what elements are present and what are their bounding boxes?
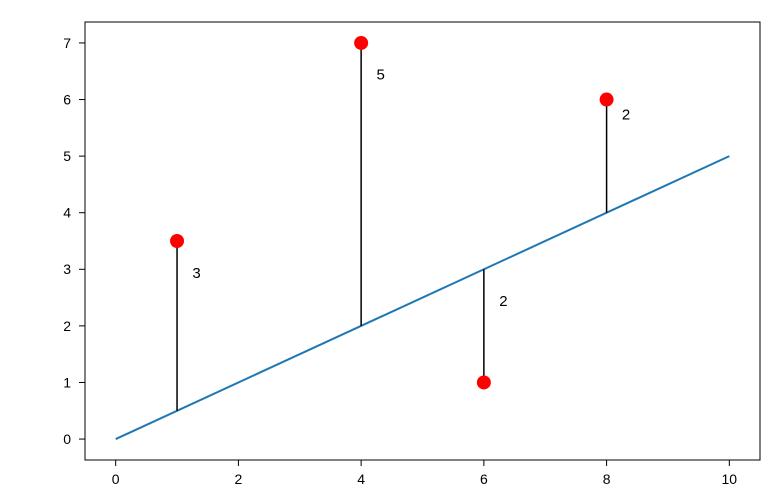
residual-label: 3 [192, 265, 200, 282]
x-tick-label: 8 [603, 471, 611, 487]
y-tick-label: 4 [63, 205, 71, 221]
data-point [354, 36, 368, 50]
y-tick-label: 5 [63, 148, 71, 164]
x-tick-label: 2 [235, 471, 243, 487]
regression-residuals-chart: 0 2 4 6 8 10 0 1 2 3 4 5 6 7 3 5 2 2 [0, 0, 782, 504]
residual-label: 5 [376, 67, 384, 84]
x-tick-label: 4 [357, 471, 365, 487]
x-tick-label: 6 [480, 471, 488, 487]
data-point [600, 93, 614, 107]
x-tick-label: 0 [112, 471, 120, 487]
residual-label: 2 [499, 293, 507, 310]
y-tick-label: 2 [63, 318, 71, 334]
y-tick-label: 0 [63, 431, 71, 447]
data-point [170, 234, 184, 248]
chart-background [0, 0, 782, 504]
y-tick-label: 6 [63, 91, 71, 107]
y-tick-label: 3 [63, 261, 71, 277]
x-tick-label: 10 [722, 471, 738, 487]
y-tick-label: 7 [63, 35, 71, 51]
residual-label: 2 [622, 106, 630, 123]
y-tick-label: 1 [63, 374, 71, 390]
data-point [477, 375, 491, 389]
